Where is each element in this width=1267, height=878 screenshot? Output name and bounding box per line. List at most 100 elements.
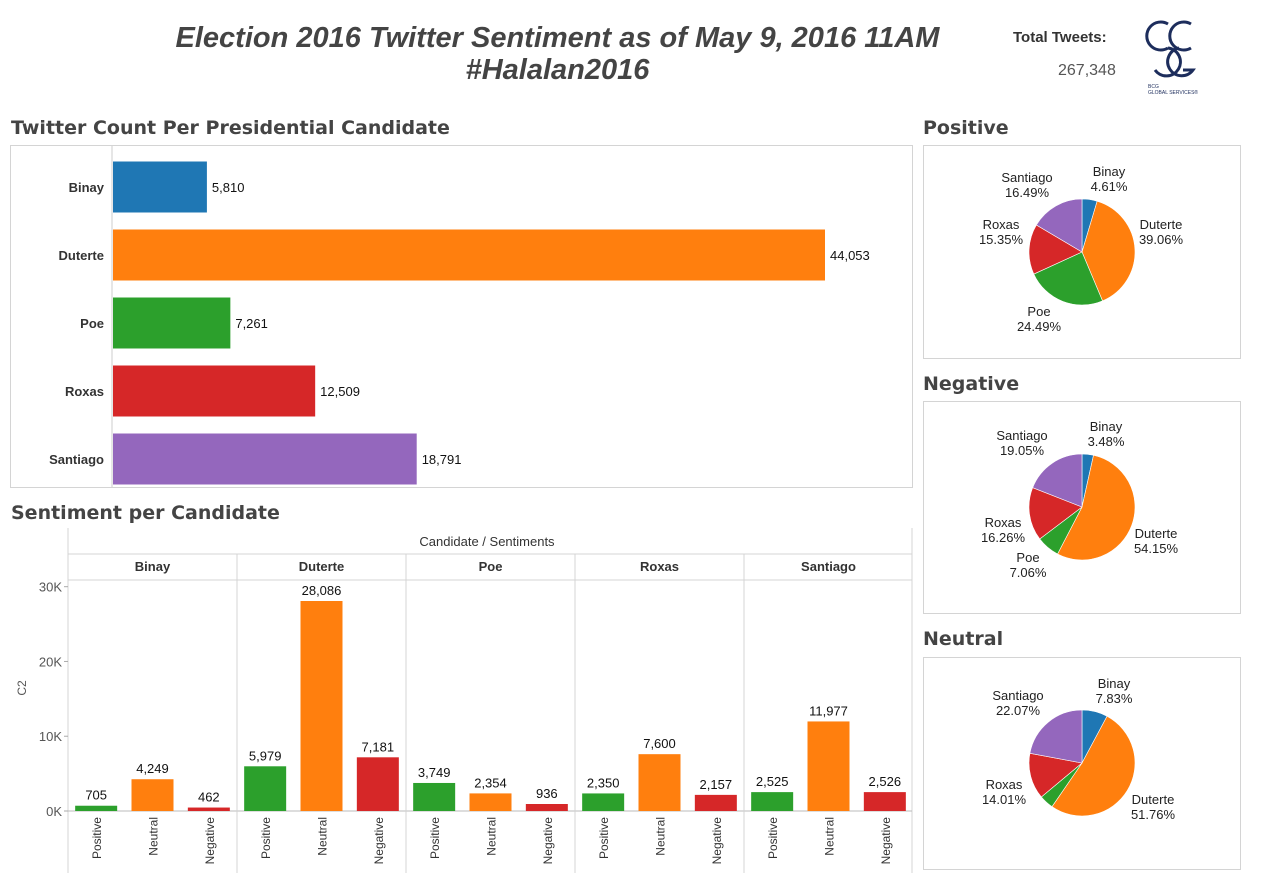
x-tick-label: Neutral [316,817,330,856]
pie-label-percent: 16.49% [1005,185,1050,200]
x-tick-label: Neutral [654,817,668,856]
candidate-count-panel: Binay 5,810 Duterte 44,053 Poe 7,261 Roxas 12,5… [10,145,913,488]
sentiment-value-label: 7,181 [362,739,395,754]
group-header-binay: Binay [135,559,171,574]
hbar-category-label: Duterte [58,248,104,263]
sentiment-value-label: 11,977 [809,703,848,718]
pie-label-percent: 3.48% [1088,434,1125,449]
sentiment-value-label: 7,600 [643,736,676,751]
candidate-count-chart: Binay 5,810 Duterte 44,053 Poe 7,261 Roxas 12,5… [49,146,870,487]
hbar-value-label: 7,261 [235,316,268,331]
sentiment-bar-binay-positive [75,805,118,811]
pie-label-name: Roxas [983,217,1020,232]
pie-label-name: Poe [1027,304,1050,319]
sentiment-value-label: 4,249 [136,761,169,776]
group-header-poe: Poe [479,559,503,574]
group-header-roxas: Roxas [640,559,679,574]
pie-label-name: Duterte [1132,792,1175,807]
x-tick-label: Negative [541,817,555,865]
x-tick-label: Negative [372,817,386,865]
x-tick-label: Positive [597,817,611,859]
pie-label-name: Santiago [992,688,1043,703]
sentiment-bar-santiago-negative [863,792,906,811]
hbar-value-label: 18,791 [422,452,462,467]
hbar-santiago [113,433,417,485]
pie-label-percent: 39.06% [1139,232,1184,247]
x-tick-label: Negative [710,817,724,865]
pie-label-name: Santiago [1001,170,1052,185]
pie-slice-duterte [1057,454,1136,561]
x-tick-label: Positive [259,817,273,859]
bar-chart-title: Twitter Count Per Presidential Candidate [11,117,450,139]
pie-label-name: Duterte [1140,217,1183,232]
sentiment-chart-title: Sentiment per Candidate [11,502,280,524]
neutral-pie-panel: Binay 7.83% Duterte 51.76% Roxas 14.01% Santia… [923,657,1241,870]
pie-slice-poe [1033,251,1103,306]
y-tick-label: 20K [39,654,62,669]
pie-label-name: Binay [1098,676,1131,691]
pie-label-name: Roxas [985,515,1022,530]
positive-pie-panel: Binay 4.61% Duterte 39.06% Poe 24.49% Roxas 15.… [923,145,1241,359]
sentiment-value-label: 28,086 [302,583,342,598]
sentiment-value-label: 2,526 [869,774,902,789]
pie-label-name: Duterte [1135,526,1178,541]
pie-label-percent: 54.15% [1134,541,1179,556]
sentiment-bar-santiago-positive [751,792,794,811]
pie-slice-duterte [1051,715,1136,817]
sentiment-bar-poe-negative [525,804,568,811]
hbar-category-label: Santiago [49,452,104,467]
pie-slice-duterte [1081,200,1136,302]
pie-label-name: Binay [1090,419,1123,434]
y-tick-label: 0K [46,804,62,819]
sentiment-value-label: 2,157 [700,777,733,792]
dashboard-title: Election 2016 Twitter Sentiment as of Ma… [100,22,1015,86]
hbar-poe [113,297,231,349]
negative-pie-title: Negative [923,373,1020,395]
y-tick-label: 30K [39,580,62,595]
group-header-duterte: Duterte [299,559,345,574]
pie-label-percent: 15.35% [979,232,1024,247]
pie-label-percent: 19.05% [1000,443,1045,458]
pie-label-name: Roxas [986,777,1023,792]
x-tick-label: Negative [879,817,893,865]
pie-slice-santiago [1035,198,1083,253]
pie-label-percent: 7.06% [1010,565,1047,580]
x-tick-label: Positive [766,817,780,859]
svg-text:GLOBAL SERVICES®: GLOBAL SERVICES® [1148,89,1198,96]
hbar-value-label: 44,053 [830,248,870,263]
sentiment-bar-duterte-positive [244,766,287,811]
sentiment-bar-binay-negative [187,807,230,811]
title-line-1: Election 2016 Twitter Sentiment as of Ma… [175,22,940,54]
x-tick-label: Neutral [147,817,161,856]
pie-label-name: Santiago [996,428,1047,443]
pie-label-percent: 16.26% [981,530,1026,545]
positive-pie-title: Positive [923,117,1009,139]
sentiment-bar-duterte-negative [356,757,399,811]
pie-slice-roxas [1028,224,1083,275]
sentiment-value-label: 705 [85,788,107,803]
title-line-2: #Halalan2016 [465,54,650,86]
pie-slice-roxas [1028,487,1083,540]
total-tweets-value: 267,348 [1058,62,1116,79]
pie-slice-santiago [1029,709,1083,764]
sentiment-header-label: Candidate / Sentiments [419,534,555,549]
svg-text:BCG: BCG [1148,84,1159,90]
negative-pie-panel: Binay 3.48% Duterte 54.15% Poe 7.06% Roxas 16.2… [923,401,1241,614]
hbar-roxas [113,365,316,417]
y-axis-label: C2 [15,680,29,696]
hbar-value-label: 5,810 [212,180,245,195]
x-tick-label: Neutral [823,817,837,856]
hbar-category-label: Poe [80,316,104,331]
pie-label-percent: 24.49% [1017,319,1062,334]
sentiment-value-label: 2,354 [474,775,507,790]
bcg-logo: BCG GLOBAL SERVICES® [1143,18,1213,96]
sentiment-bar-duterte-neutral [300,601,343,811]
pie-label-percent: 7.83% [1096,691,1133,706]
sentiment-bar-roxas-positive [582,793,625,811]
pie-label-percent: 22.07% [996,703,1041,718]
sentiment-value-label: 462 [198,790,220,805]
x-tick-label: Positive [428,817,442,859]
sentiment-value-label: 3,749 [418,765,451,780]
